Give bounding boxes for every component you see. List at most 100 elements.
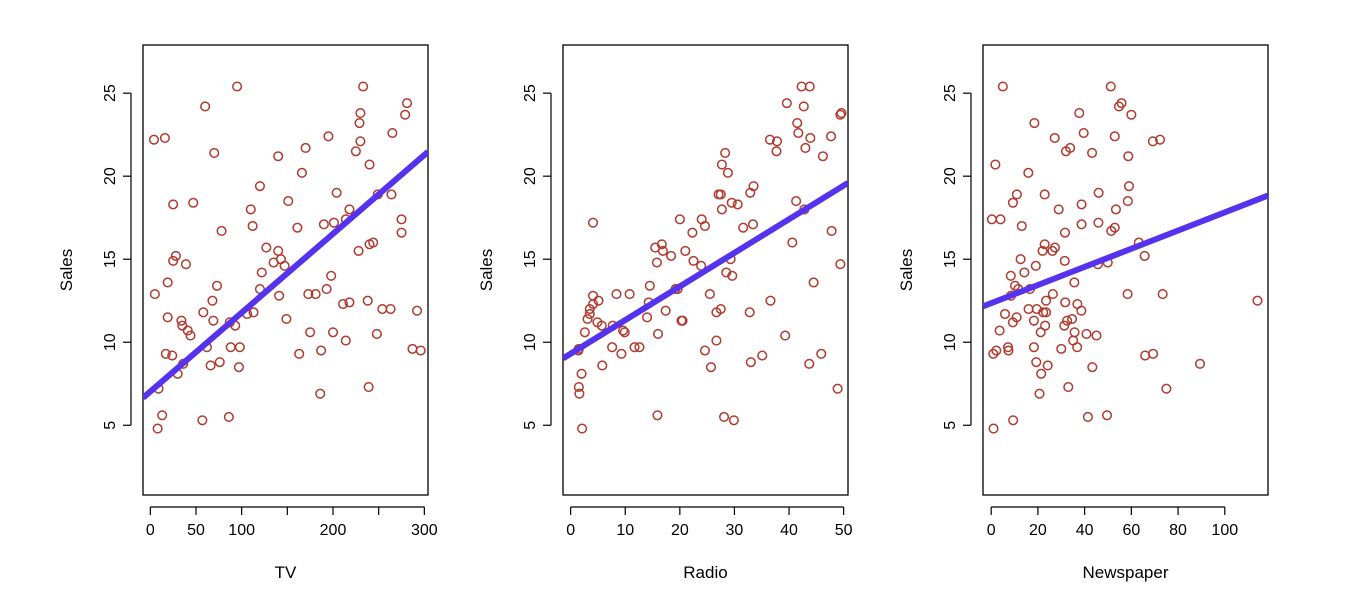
panel-radio-fit-line bbox=[563, 180, 848, 361]
panel-newspaper-point bbox=[1023, 167, 1034, 178]
panel-newspaper-point bbox=[1007, 197, 1018, 208]
panel-tv-point bbox=[363, 382, 374, 393]
panel-radio-point bbox=[624, 289, 635, 300]
panel-radio-point bbox=[715, 303, 726, 315]
panel-newspaper-y-tick-label: 20 bbox=[942, 167, 959, 185]
panel-newspaper-point bbox=[990, 159, 1001, 170]
panel-newspaper-point bbox=[1078, 127, 1089, 139]
panel-tv-point bbox=[331, 187, 342, 198]
panel-radio-point bbox=[666, 250, 677, 261]
panel-radio-x-tick-label: 30 bbox=[726, 522, 744, 539]
panel-tv-point bbox=[411, 305, 423, 316]
panel-radio-point bbox=[584, 303, 595, 315]
panel-radio-point bbox=[587, 217, 599, 228]
panel-tv-point bbox=[296, 167, 307, 178]
panel-newspaper-point bbox=[1002, 342, 1014, 353]
panel-radio-point bbox=[835, 259, 846, 270]
panel-tv-point bbox=[358, 81, 369, 92]
panel-newspaper-point bbox=[986, 214, 997, 225]
panel-tv-point bbox=[387, 127, 398, 139]
panel-tv-frame bbox=[142, 44, 429, 496]
panel-newspaper-point bbox=[1074, 108, 1085, 119]
panel-newspaper-point bbox=[1069, 327, 1080, 338]
panel-newspaper-point bbox=[1038, 307, 1049, 318]
panel-tv-point bbox=[318, 219, 329, 230]
panel-newspaper-point bbox=[1194, 358, 1206, 369]
panel-tv-y-tick-label: 15 bbox=[102, 250, 119, 268]
panel-tv-point bbox=[168, 255, 179, 266]
panel-radio: Radio Sales 0 10 20 30 40 50 5 10 15 20 25 bbox=[477, 44, 853, 582]
panel-newspaper-point bbox=[1011, 189, 1022, 200]
panel-tv-x-tick-label: 50 bbox=[187, 522, 205, 539]
panel-tv-point bbox=[170, 250, 181, 261]
panel-newspaper-point bbox=[1047, 289, 1058, 300]
panel-tv-point bbox=[234, 342, 245, 353]
panel-radio-point bbox=[619, 327, 630, 338]
panel-newspaper-point bbox=[1109, 222, 1120, 233]
panel-tv-point bbox=[377, 303, 388, 315]
panel-newspaper-x-tick-label: 60 bbox=[1122, 522, 1140, 539]
panel-tv-point bbox=[396, 214, 407, 225]
panel-newspaper-point bbox=[1126, 109, 1137, 120]
panel-radio-point bbox=[650, 242, 661, 253]
panel-tv-point bbox=[233, 362, 244, 373]
panel-tv-point bbox=[185, 330, 196, 341]
panel-radio-point bbox=[817, 151, 828, 162]
panel-newspaper-point bbox=[1049, 242, 1060, 253]
panel-newspaper-point bbox=[988, 423, 999, 434]
panel-newspaper-point bbox=[1036, 368, 1047, 379]
panel-tv-point bbox=[208, 315, 219, 326]
panel-tv-point bbox=[303, 289, 314, 300]
panel-tv-point bbox=[256, 267, 267, 278]
panel-tv-point bbox=[328, 217, 339, 228]
panel-tv-point bbox=[350, 146, 361, 157]
panel-radio-point bbox=[573, 382, 584, 393]
panel-newspaper-point bbox=[1029, 117, 1040, 129]
panel-newspaper-point bbox=[1042, 360, 1053, 371]
panel-tv-point bbox=[400, 109, 411, 120]
panel-radio-point bbox=[584, 308, 595, 320]
panel-radio-point bbox=[798, 101, 809, 112]
panel-tv-point bbox=[353, 245, 364, 256]
panel-tv-point bbox=[326, 270, 337, 281]
panel-radio-point bbox=[715, 189, 726, 200]
panel-newspaper-point bbox=[1102, 410, 1113, 421]
panel-radio-point bbox=[652, 410, 663, 421]
panel-newspaper-y-tick-label: 10 bbox=[942, 333, 959, 351]
panel-radio-point bbox=[634, 342, 645, 353]
panel-radio-y-tick-label: 15 bbox=[522, 250, 539, 268]
panel-tv-point bbox=[268, 257, 279, 268]
panel-newspaper-point bbox=[1155, 134, 1166, 145]
panel-tv-x-tick-label: 0 bbox=[146, 522, 155, 539]
panel-tv-point bbox=[211, 280, 223, 291]
panel-tv-point bbox=[274, 290, 285, 301]
panel-radio-point bbox=[618, 325, 629, 336]
panel-tv-point bbox=[327, 327, 339, 338]
panel-newspaper: Newspaper Sales 0 20 40 60 80 100 5 10 15 20 25 bbox=[897, 44, 1269, 582]
panel-radio-point bbox=[699, 345, 711, 356]
panel-newspaper-ylabel: Sales bbox=[897, 249, 916, 292]
panel-tv-point bbox=[162, 312, 173, 323]
panel-tv-point bbox=[283, 196, 294, 207]
panel-radio-point bbox=[716, 204, 727, 215]
panel-newspaper-point bbox=[1039, 239, 1050, 250]
panel-radio-x-tick-label: 0 bbox=[566, 522, 575, 539]
panel-radio-point bbox=[582, 313, 593, 325]
panel-radio-point bbox=[744, 307, 755, 318]
panel-radio-point bbox=[574, 388, 585, 399]
panel-radio-point bbox=[597, 360, 608, 371]
panel-newspaper-point bbox=[1053, 204, 1064, 215]
panel-newspaper-y-tick-label: 25 bbox=[942, 84, 959, 102]
panel-tv-point bbox=[338, 298, 349, 310]
panel-radio-point bbox=[720, 147, 731, 158]
panel-radio-point bbox=[816, 348, 827, 359]
panel-newspaper-point bbox=[1063, 382, 1074, 393]
panel-newspaper-point bbox=[1252, 295, 1263, 306]
panel-newspaper-point bbox=[1003, 345, 1014, 356]
panel-newspaper-point bbox=[995, 214, 1006, 225]
panel-tv-y-tick-label: 5 bbox=[102, 421, 119, 430]
panel-tv-point bbox=[401, 98, 413, 109]
panel-tv-point bbox=[273, 151, 284, 162]
panel-radio-point bbox=[791, 196, 802, 207]
panel-newspaper-y-tick-label: 5 bbox=[942, 421, 959, 430]
